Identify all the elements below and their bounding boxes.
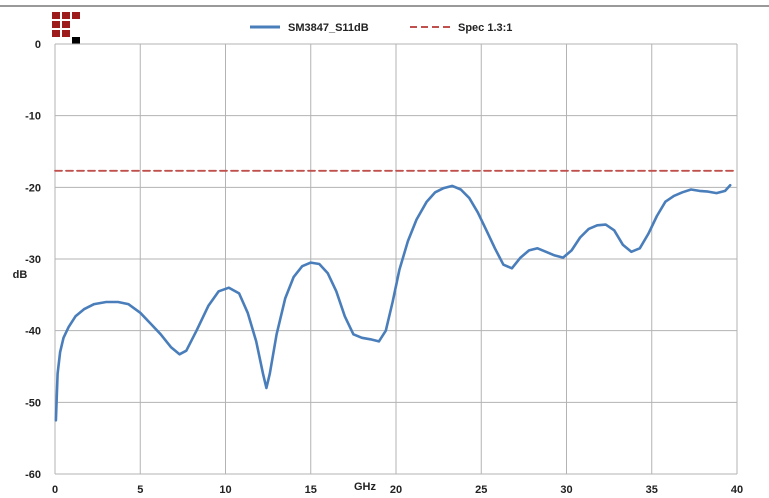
legend: SM3847_S11dB Spec 1.3:1 [250, 22, 512, 34]
x-tick-label: 5 [137, 484, 143, 496]
legend-label-spec: Spec 1.3:1 [458, 22, 512, 34]
y-tick-label: -40 [25, 326, 41, 338]
y-tick-label: -60 [25, 469, 41, 481]
y-tick-label: -10 [25, 111, 41, 123]
x-tick-label: 25 [475, 484, 487, 496]
y-tick-label: 0 [35, 39, 41, 51]
y-tick-label: -30 [25, 254, 41, 266]
y-axis-ticks: 0 -10 -20 -30 -40 -50 -60 [25, 39, 41, 481]
x-tick-label: 10 [219, 484, 231, 496]
x-tick-label: 40 [731, 484, 743, 496]
x-tick-label: 20 [390, 484, 402, 496]
grid-lines [54, 43, 738, 475]
x-tick-label: 30 [560, 484, 572, 496]
y-tick-label: -50 [25, 397, 41, 409]
legend-label-series: SM3847_S11dB [288, 22, 369, 34]
y-axis-title: dB [13, 269, 28, 281]
x-tick-label: 0 [52, 484, 58, 496]
x-tick-label: 35 [646, 484, 658, 496]
company-logo-squares-icon [52, 12, 80, 44]
x-axis-title: GHz [354, 481, 377, 493]
series-line-s11 [54, 183, 732, 422]
x-tick-label: 15 [305, 484, 317, 496]
y-tick-label: -20 [25, 182, 41, 194]
x-axis-ticks: 0 5 10 15 20 25 30 35 40 [52, 484, 743, 496]
series-layer [54, 169, 738, 422]
